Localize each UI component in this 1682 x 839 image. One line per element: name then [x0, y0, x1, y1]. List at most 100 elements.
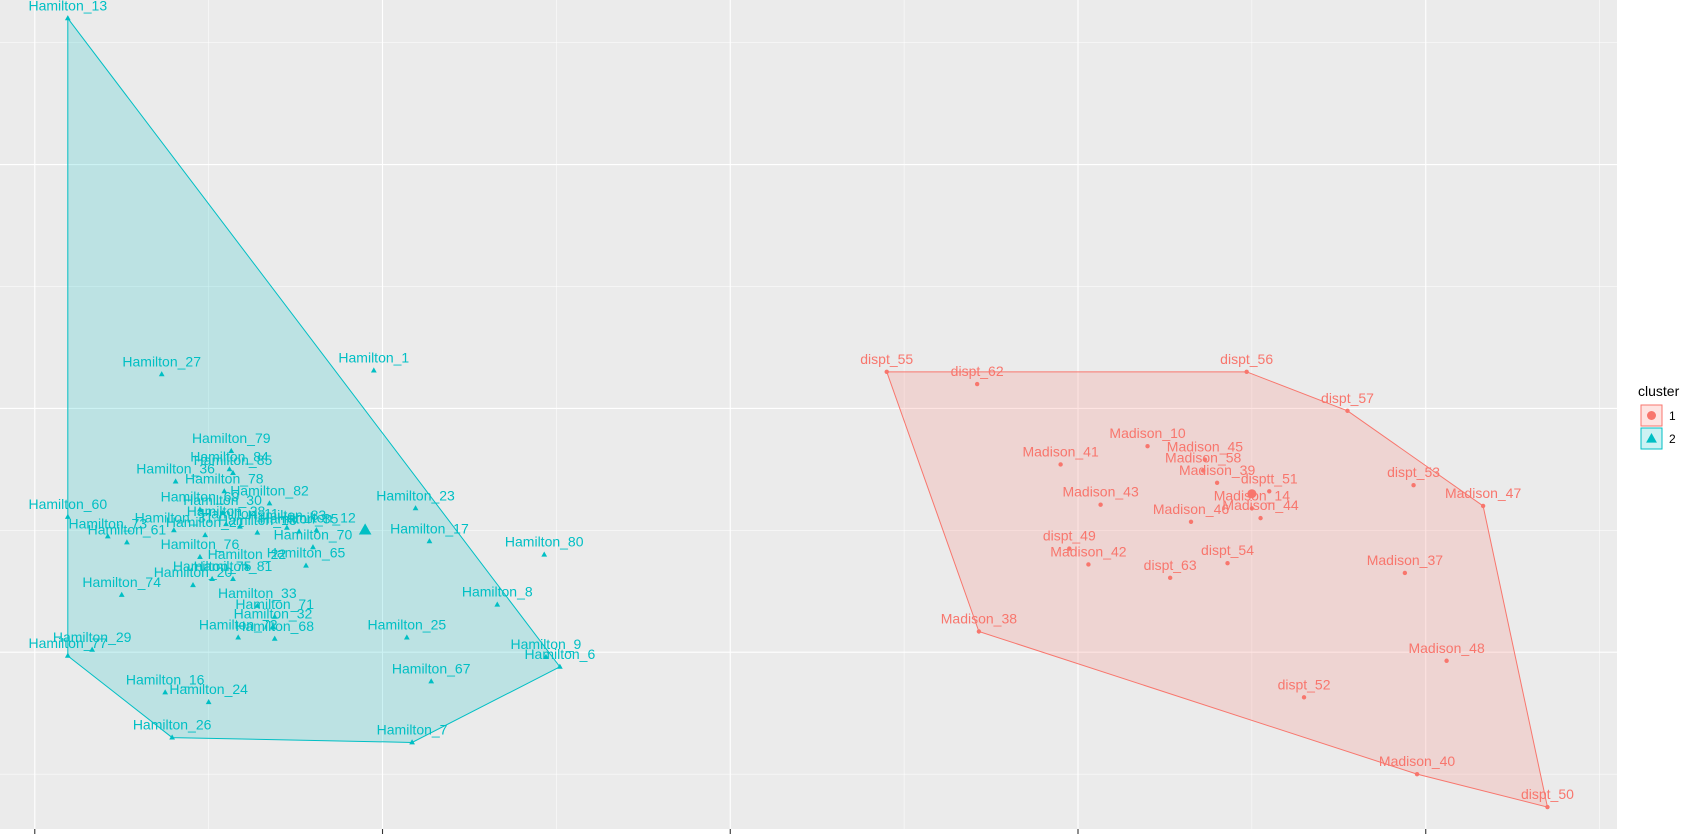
point-label: Hamilton_21: [166, 514, 245, 530]
data-point: [254, 529, 261, 535]
point-label: Hamilton_74: [82, 574, 161, 590]
data-point: [230, 575, 236, 582]
cluster-hulls: [67, 16, 1549, 808]
point-label: Hamilton_33: [218, 585, 297, 601]
data-point: [1411, 483, 1416, 488]
data-point: [271, 635, 278, 641]
point-label: dispt_63: [1144, 557, 1197, 573]
cluster-hull-2: [67, 16, 561, 743]
point-label: dispt_55: [860, 351, 913, 367]
data-point: [228, 447, 235, 453]
data-point: [976, 629, 982, 634]
data-point: [284, 524, 290, 530]
data-point: [412, 505, 419, 511]
point-label: dispt_56: [1220, 351, 1273, 367]
point-label: Hamilton_85: [194, 452, 273, 468]
data-point: [1402, 570, 1408, 576]
point-labels: dispt_55 dispt_62 dispt_56 dispt_57 Madison_…: [29, 0, 1575, 802]
point-label: Hamilton_7: [377, 721, 448, 737]
point-label: Madison_39: [1179, 462, 1255, 478]
data-point: [230, 469, 236, 475]
data-point: [1545, 804, 1550, 810]
data-point: [1258, 515, 1263, 521]
data-point: [237, 523, 243, 529]
point-label: Hamilton_76: [161, 536, 240, 552]
point-label: Hamilton_35: [260, 511, 339, 527]
point-label: dispt_57: [1321, 390, 1374, 406]
point-label: Hamilton_72: [199, 617, 278, 633]
data-point: [209, 575, 216, 582]
point-label: Madison_10: [1109, 425, 1185, 441]
point-label: Hamilton_79: [192, 430, 271, 446]
point-label: Hamilton_71: [235, 596, 314, 612]
data-point: [197, 553, 203, 560]
cluster-center: [358, 523, 372, 535]
data-point: [313, 527, 320, 533]
point-label: Hamilton_27: [122, 353, 201, 369]
data-point: [64, 652, 71, 658]
point-label: Madison_42: [1050, 543, 1126, 559]
point-label: dispt_49: [1043, 528, 1096, 544]
data-points: [64, 15, 1550, 810]
point-label: Hamilton_32: [234, 606, 313, 622]
data-point: [1244, 369, 1249, 375]
data-point: [1058, 462, 1063, 467]
point-label: Hamilton_81: [194, 558, 273, 574]
data-point: [244, 563, 250, 569]
data-point: [205, 699, 212, 705]
data-point: [1480, 503, 1486, 509]
data-point: [556, 663, 563, 669]
point-label: Hamilton_80: [505, 534, 584, 550]
point-label: dispt_50: [1521, 786, 1574, 802]
data-point: [1345, 408, 1350, 414]
point-label: Hamilton_31: [135, 509, 214, 525]
data-point: [270, 623, 276, 629]
grid-lines: [0, 0, 1617, 829]
data-point: [426, 538, 433, 544]
data-point: [64, 15, 71, 21]
point-label: Hamilton_68: [235, 618, 314, 634]
point-label: Hamilton_13: [29, 0, 108, 13]
data-point: [409, 739, 415, 745]
data-point: [974, 381, 980, 387]
cluster-hull-1: [886, 371, 1549, 808]
point-label: Hamilton_6: [524, 646, 595, 662]
point-label: Hamilton_83: [248, 507, 327, 523]
point-label: Hamilton_8: [462, 584, 533, 600]
data-point: [1067, 546, 1072, 551]
data-point: [190, 581, 196, 588]
data-point: [1414, 771, 1420, 777]
point-label: Madison_43: [1062, 484, 1138, 500]
point-label: Hamilton_73: [68, 515, 147, 531]
data-point: [219, 510, 226, 516]
data-point: [89, 646, 96, 652]
point-label: Madison_48: [1408, 640, 1484, 656]
point-label: Madison_58: [1165, 450, 1241, 466]
x-axis: [34, 829, 1427, 834]
point-label: Hamilton_29: [53, 629, 132, 645]
data-point: [172, 478, 179, 484]
point-label: Hamilton_78: [185, 470, 264, 486]
point-label: Madison_41: [1022, 443, 1098, 459]
legend-keys: 12: [1640, 404, 1676, 450]
point-label: Hamilton_24: [169, 681, 248, 697]
data-point: [1249, 506, 1255, 511]
data-point: [296, 528, 302, 534]
point-label: Hamilton_84: [190, 448, 269, 464]
point-label: Madison_14: [1214, 487, 1290, 503]
data-point: [158, 371, 165, 377]
point-label: Hamilton_30: [183, 492, 262, 508]
data-point: [1214, 480, 1220, 485]
data-point: [1267, 489, 1272, 494]
point-label: Hamilton_22: [208, 546, 287, 562]
point-label: dispt_52: [1278, 676, 1331, 692]
point-label: dispt_62: [951, 363, 1004, 379]
legend-label-2: 2: [1669, 432, 1676, 446]
point-label: Hamilton_77: [29, 635, 108, 651]
data-point: [494, 601, 501, 607]
data-point: [1167, 575, 1173, 581]
data-point: [428, 678, 435, 684]
legend-label-1: 1: [1669, 409, 1676, 423]
legend-key-circle: [1647, 411, 1656, 420]
